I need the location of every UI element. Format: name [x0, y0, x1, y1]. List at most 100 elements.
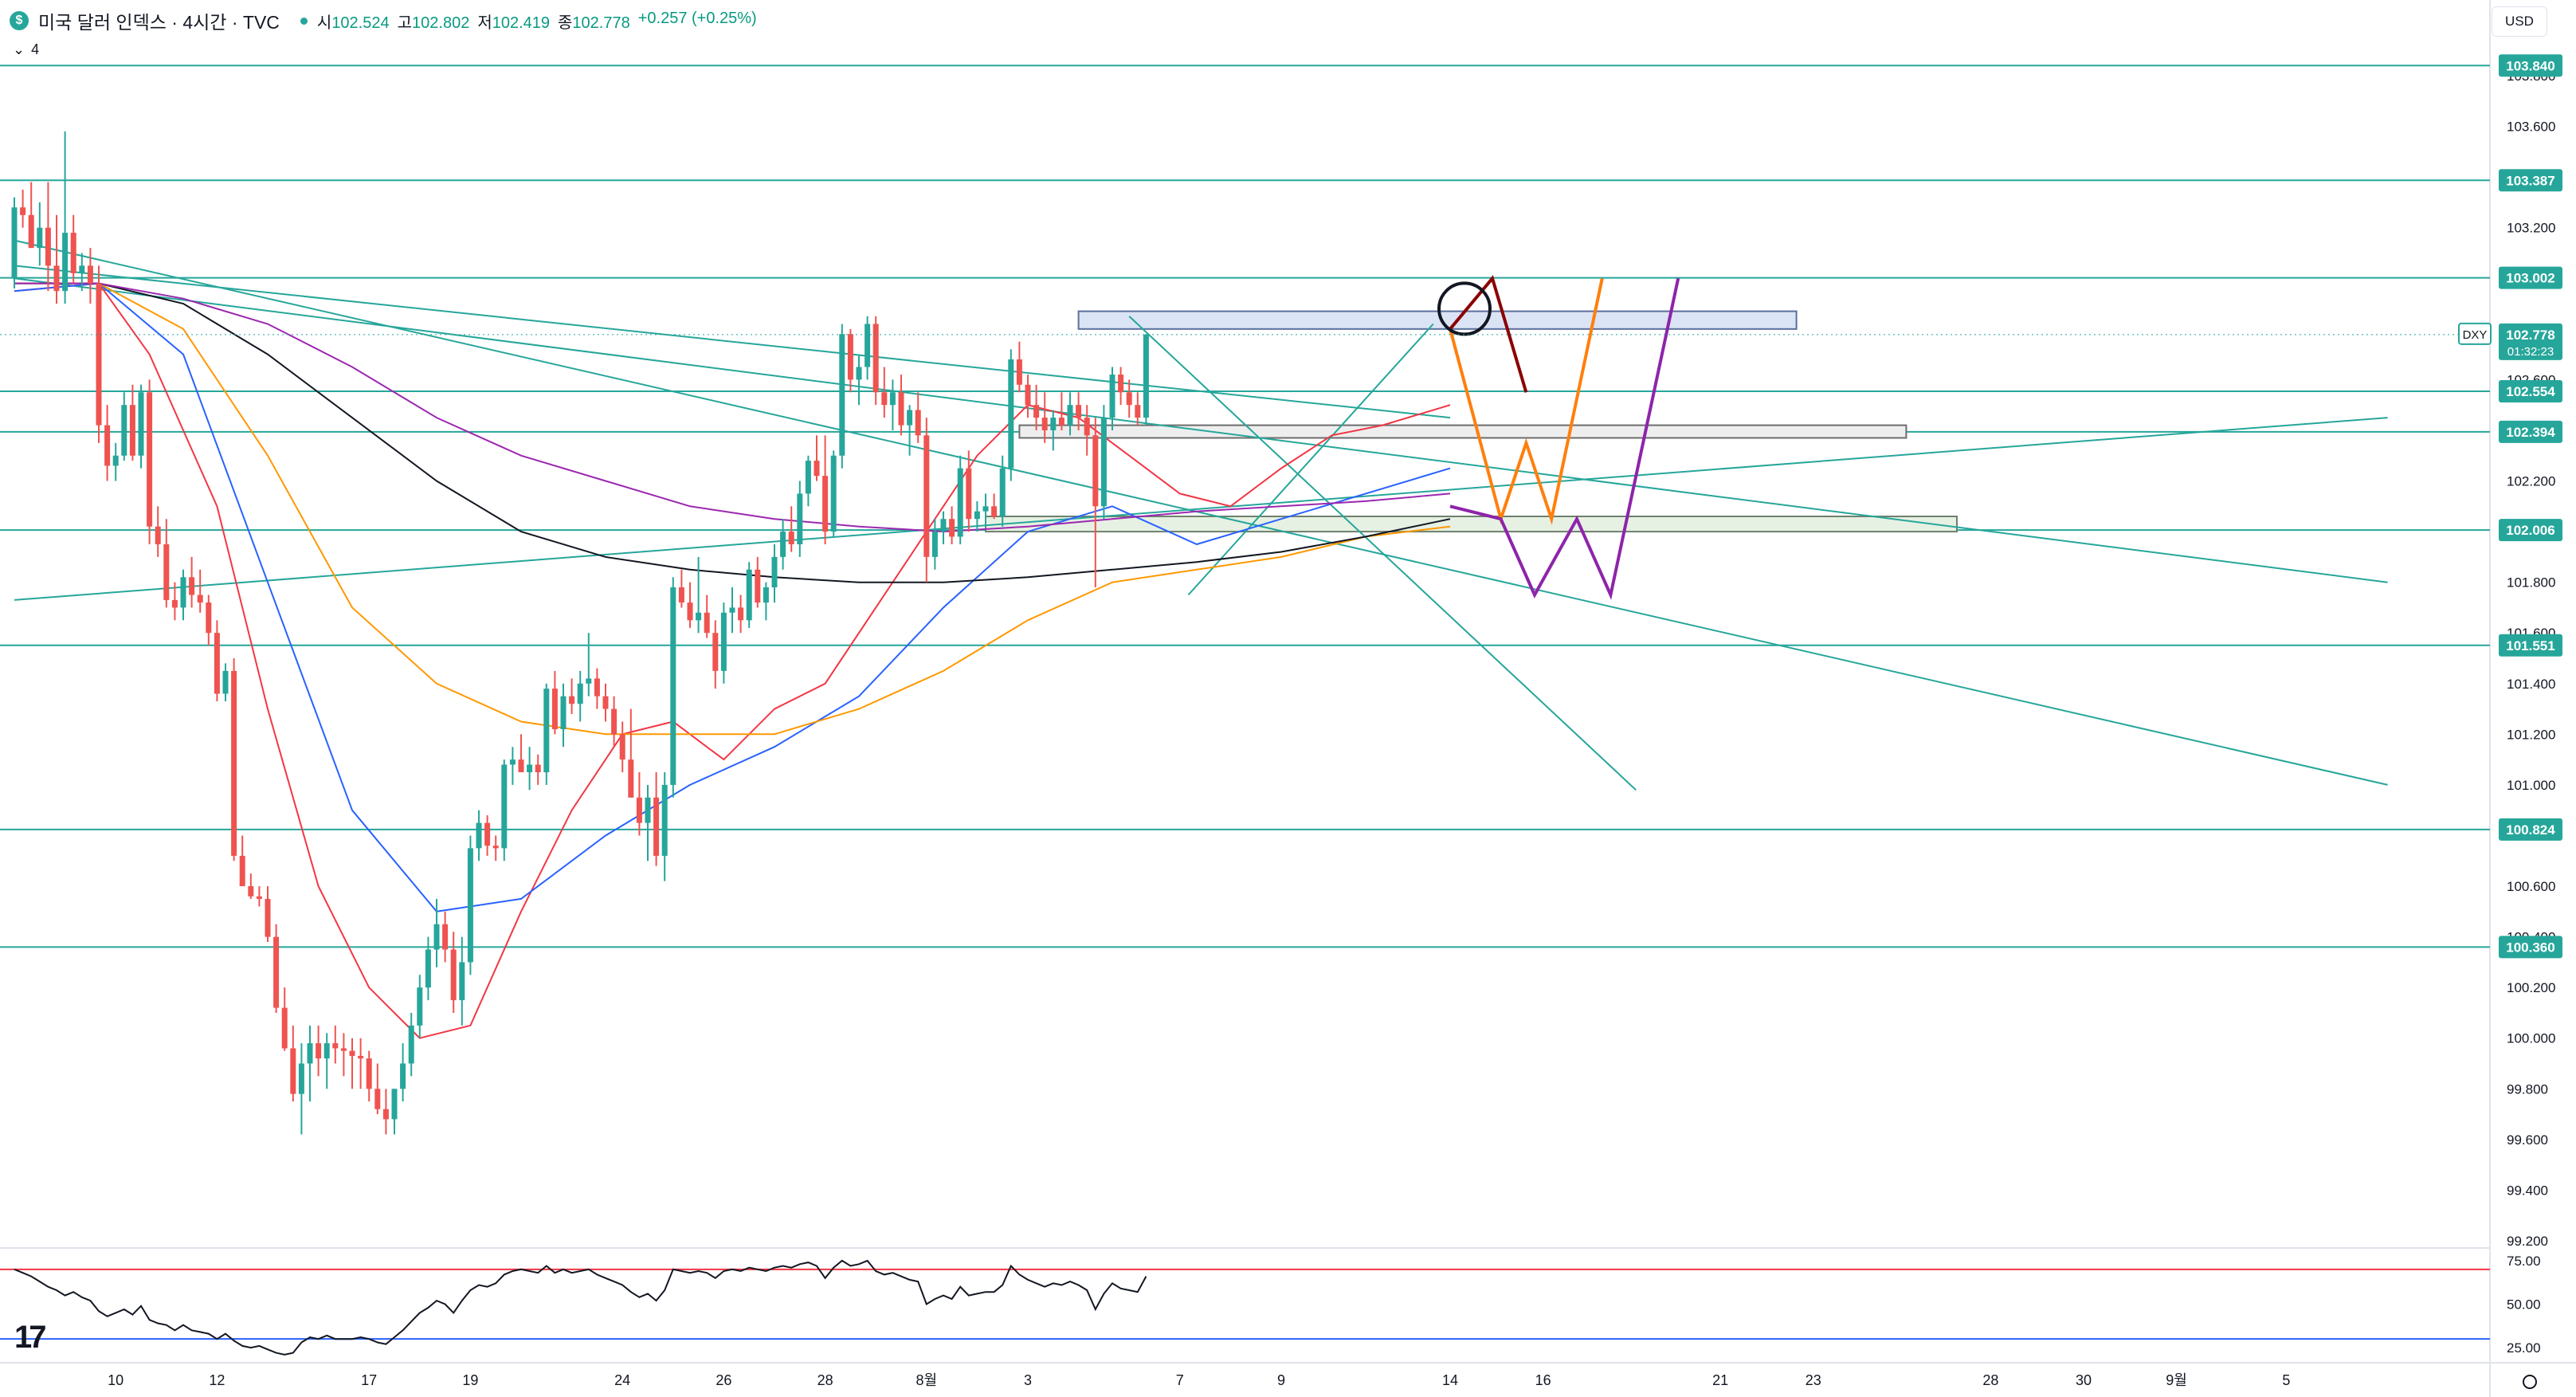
rsi-tick-label: 50.00 [2507, 1297, 2541, 1313]
candle-body [366, 1058, 372, 1089]
candle-body [79, 265, 85, 273]
candle-body [1058, 418, 1065, 426]
trend-line [1187, 323, 1434, 596]
y-tick-label: 99.600 [2507, 1132, 2548, 1148]
level-price-badge [2499, 54, 2562, 77]
indicator-toggle[interactable]: ⌄ 4 [13, 41, 39, 58]
candle-body [138, 392, 144, 456]
x-tick-label: 17 [361, 1372, 377, 1388]
candle-body [323, 1043, 330, 1059]
candle-body [738, 607, 744, 621]
candle-body [492, 846, 499, 849]
moving-average-line [14, 282, 1451, 533]
x-tick-label: 21 [1712, 1372, 1728, 1388]
candle-body [661, 784, 668, 856]
x-tick-label: 5 [2282, 1372, 2290, 1388]
tradingview-logo-icon[interactable]: 17 [14, 1320, 46, 1355]
level-price-badge [2499, 634, 2562, 657]
candle-body [636, 797, 642, 823]
x-tick-label: 28 [1982, 1372, 1998, 1388]
candle-body [382, 1109, 389, 1120]
candle-body [121, 405, 127, 456]
candle-body [433, 924, 440, 950]
candle-body [729, 607, 735, 613]
x-tick-label: 19 [462, 1372, 478, 1388]
candle-body [805, 461, 811, 494]
candle-body [551, 689, 558, 729]
candle-body [273, 936, 280, 1008]
candle-body [1084, 418, 1090, 436]
candle-body [518, 759, 524, 773]
candle-body [1067, 405, 1073, 426]
level-price-badge [2499, 936, 2562, 959]
rsi-tick-label: 25.00 [2507, 1340, 2541, 1356]
candle-body [847, 334, 853, 380]
candle-body [1143, 334, 1149, 418]
candle-body [619, 734, 625, 760]
currency-button[interactable]: USD [2492, 6, 2547, 37]
candle-body [881, 392, 888, 406]
price-zone-box [1077, 310, 1798, 330]
candle-body [501, 764, 508, 849]
candle-body [112, 455, 119, 466]
level-price-badge [2499, 818, 2562, 841]
level-price-label: 102.006 [2506, 523, 2554, 538]
indicator-count: 4 [31, 41, 40, 57]
candle-body [746, 569, 752, 621]
candle-body [53, 265, 60, 292]
candle-body [189, 577, 195, 595]
candle-body [915, 410, 921, 436]
moving-average-line [14, 282, 1451, 583]
candle-body [87, 265, 93, 284]
x-tick-label: 23 [1806, 1372, 1821, 1388]
chevron-down-icon[interactable]: ⌄ [13, 41, 25, 57]
candle-body [830, 455, 837, 532]
candle-body [1050, 418, 1057, 430]
candle-body [450, 949, 457, 1001]
level-price-label: 102.554 [2506, 384, 2555, 399]
candle-body [696, 612, 702, 621]
level-price-badge [2499, 380, 2562, 403]
candle-body [1025, 384, 1031, 406]
dollar-icon: $ [10, 11, 29, 30]
projection-path [1449, 277, 1604, 525]
candle-body [628, 759, 634, 798]
candle-body [991, 506, 998, 517]
candle-body [923, 435, 930, 557]
candle-body [509, 759, 516, 765]
trend-line [14, 277, 2388, 583]
symbol-tag-box [2458, 322, 2492, 345]
x-tick-label: 14 [1442, 1372, 1458, 1388]
y-tick-label: 101.200 [2507, 727, 2555, 742]
level-price-badge [2499, 420, 2562, 443]
candle-body [569, 696, 575, 704]
projection-path [1449, 275, 1528, 393]
candle-body [822, 476, 829, 532]
candle-body [611, 708, 618, 735]
candle-body [771, 556, 778, 588]
candle-body [290, 1048, 296, 1094]
candle-body [704, 612, 710, 634]
x-tick-label: 9월 [2166, 1372, 2187, 1388]
candle-body [104, 425, 111, 466]
candle-body [163, 543, 170, 600]
level-price-badge [2499, 519, 2562, 542]
candle-body [974, 511, 980, 520]
ohlc-legend: 시102.524 고102.802 저102.419 종102.778 +0.2… [317, 10, 757, 33]
change-value: +0.257 (+0.25%) [637, 9, 757, 27]
rsi-line [14, 1259, 1147, 1356]
candle-body [11, 207, 18, 279]
symbol-title[interactable]: 미국 달러 인덱스 · 4시간 · TVC [38, 12, 280, 33]
candle-body [231, 670, 237, 856]
trend-line [1128, 316, 1637, 791]
candle-body [872, 324, 879, 393]
candle-body [712, 633, 719, 671]
settings-gear-icon[interactable] [2523, 1375, 2537, 1389]
projection-path [1449, 277, 1680, 600]
candle-body [307, 1043, 313, 1064]
candle-body [197, 595, 203, 603]
trend-line [14, 265, 1451, 419]
candle-body [780, 532, 786, 557]
candle-body [171, 599, 178, 608]
